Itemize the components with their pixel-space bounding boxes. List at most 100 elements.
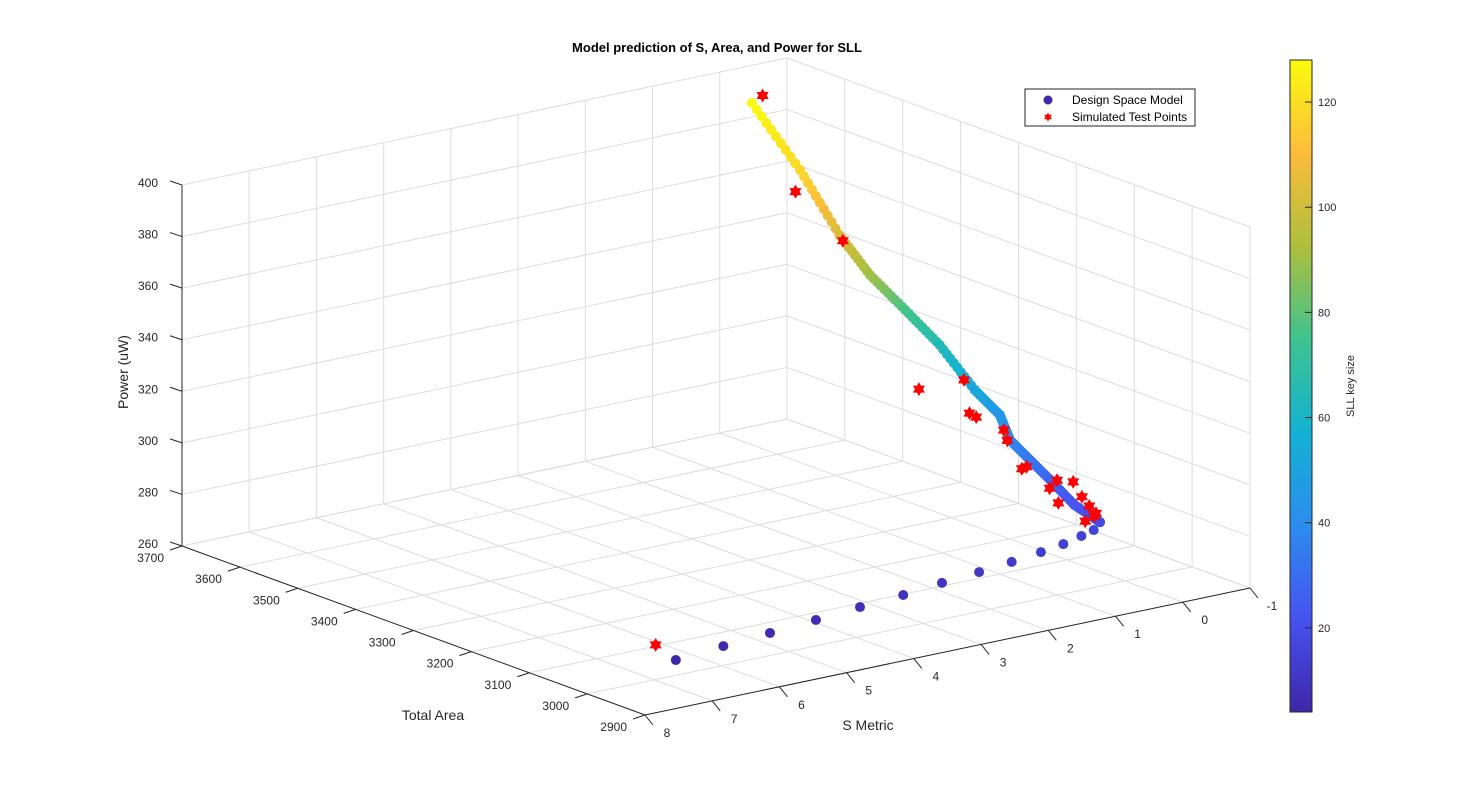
z-tick-label: 320 xyxy=(138,382,158,396)
grid-line xyxy=(786,418,1251,589)
test-point xyxy=(1001,433,1014,448)
y-tick-mark xyxy=(285,587,298,593)
grid-line xyxy=(355,481,961,610)
y-tick-mark xyxy=(401,630,414,635)
model-point xyxy=(934,340,945,351)
z-axis-label: Power (uW) xyxy=(115,335,131,409)
y-tick-label: 3000 xyxy=(542,699,569,713)
model-point xyxy=(764,627,775,638)
model-point xyxy=(1069,499,1080,510)
legend-model-label: Design Space Model xyxy=(1072,93,1183,107)
test-points-series xyxy=(649,88,1103,652)
y-tick-label: 3700 xyxy=(137,551,164,565)
model-point xyxy=(718,641,729,652)
x-tick-mark xyxy=(913,658,923,669)
colorbar: 20 40 60 80 100 120 SLL key size xyxy=(1289,59,1357,713)
grid-line xyxy=(239,439,845,568)
y-tick-label: 3600 xyxy=(195,572,222,586)
grid-line xyxy=(297,460,903,589)
test-point xyxy=(1075,489,1088,504)
grid-line xyxy=(786,315,1251,486)
grid-line xyxy=(529,545,1135,674)
z-tick-mark xyxy=(169,335,183,341)
grid-line xyxy=(181,57,788,186)
grid-line xyxy=(181,418,788,547)
z-tick-label: 360 xyxy=(138,279,158,293)
y-tick-mark xyxy=(632,714,646,720)
colorbar-tick-label: 120 xyxy=(1318,97,1336,109)
test-point xyxy=(756,88,769,103)
y-tick-mark xyxy=(169,545,183,551)
model-point xyxy=(1088,525,1099,536)
model-point xyxy=(795,165,806,176)
colorbar-label: SLL key size xyxy=(1345,355,1357,417)
test-point xyxy=(1020,459,1033,474)
test-point xyxy=(1052,495,1065,510)
legend[interactable]: Design Space Model Simulated Test Points xyxy=(1024,88,1196,127)
legend-box xyxy=(1024,88,1196,127)
z-tick-mark xyxy=(169,180,183,186)
colorbar-tick-label: 60 xyxy=(1318,413,1330,425)
x-tick-label: 5 xyxy=(865,684,872,698)
model-point xyxy=(1076,530,1087,541)
test-point xyxy=(1051,473,1064,488)
x-tick-label: 2 xyxy=(1067,641,1074,655)
model-point xyxy=(810,614,821,625)
test-point xyxy=(957,372,970,387)
tick-labels: -1 0 1 2 3 4 5 6 7 8 2900 3000 3100 3200 3300 3400 3500 3… xyxy=(137,176,1277,740)
grid xyxy=(181,57,1251,716)
grid-line xyxy=(413,503,1019,631)
model-point xyxy=(974,567,985,578)
model-point xyxy=(900,304,911,315)
z-tick-mark xyxy=(169,489,183,495)
x-tick-mark xyxy=(711,700,721,712)
y-axis-label: Total Area xyxy=(402,707,464,723)
grid-line xyxy=(181,366,788,495)
x-tick-label: 1 xyxy=(1134,627,1141,641)
test-point xyxy=(1043,481,1056,496)
test-point xyxy=(912,382,925,397)
z-tick-mark xyxy=(169,232,183,238)
legend-test-label: Simulated Test Points xyxy=(1072,110,1187,124)
z-tick-mark xyxy=(169,541,183,547)
legend-test-marker xyxy=(1044,112,1052,122)
colorbar-ticks: 20 40 60 80 100 120 xyxy=(1305,97,1336,635)
x-tick-label: 4 xyxy=(933,670,940,684)
model-point xyxy=(1006,556,1017,567)
grid-line xyxy=(471,524,1077,653)
x-tick-mark xyxy=(779,686,788,698)
z-tick-mark xyxy=(169,283,183,289)
grid-line xyxy=(587,566,1193,695)
grid-line xyxy=(181,263,788,392)
x-tick-mark xyxy=(1182,601,1192,613)
grid-line xyxy=(181,315,788,444)
test-point xyxy=(1067,474,1080,489)
test-point xyxy=(836,233,849,248)
colorbar-gradient xyxy=(1289,59,1313,713)
y-tick-mark xyxy=(343,608,356,614)
grid-line xyxy=(181,109,788,238)
x-tick-mark xyxy=(846,672,856,683)
x-tick-label: 0 xyxy=(1201,613,1208,627)
x-tick-label: 7 xyxy=(731,712,738,726)
model-point xyxy=(670,655,681,666)
y-tick-mark xyxy=(227,566,241,572)
colorbar-tick-label: 80 xyxy=(1318,307,1330,319)
model-point xyxy=(969,385,980,396)
grid-line xyxy=(786,263,1251,434)
y-tick-mark xyxy=(517,672,530,678)
chart-title: Model prediction of S, Area, and Power f… xyxy=(572,40,862,55)
grid-line xyxy=(786,109,1251,280)
z-tick-label: 280 xyxy=(138,485,158,499)
y-tick-label: 2900 xyxy=(600,720,627,734)
model-point xyxy=(994,409,1005,420)
model-point xyxy=(1058,539,1069,550)
model-point xyxy=(898,589,909,600)
test-point xyxy=(649,637,662,652)
model-point xyxy=(746,97,757,108)
test-point xyxy=(997,423,1010,438)
test-point xyxy=(1087,509,1100,524)
y-tick-label: 3200 xyxy=(427,657,454,671)
y-tick-mark xyxy=(574,693,588,699)
